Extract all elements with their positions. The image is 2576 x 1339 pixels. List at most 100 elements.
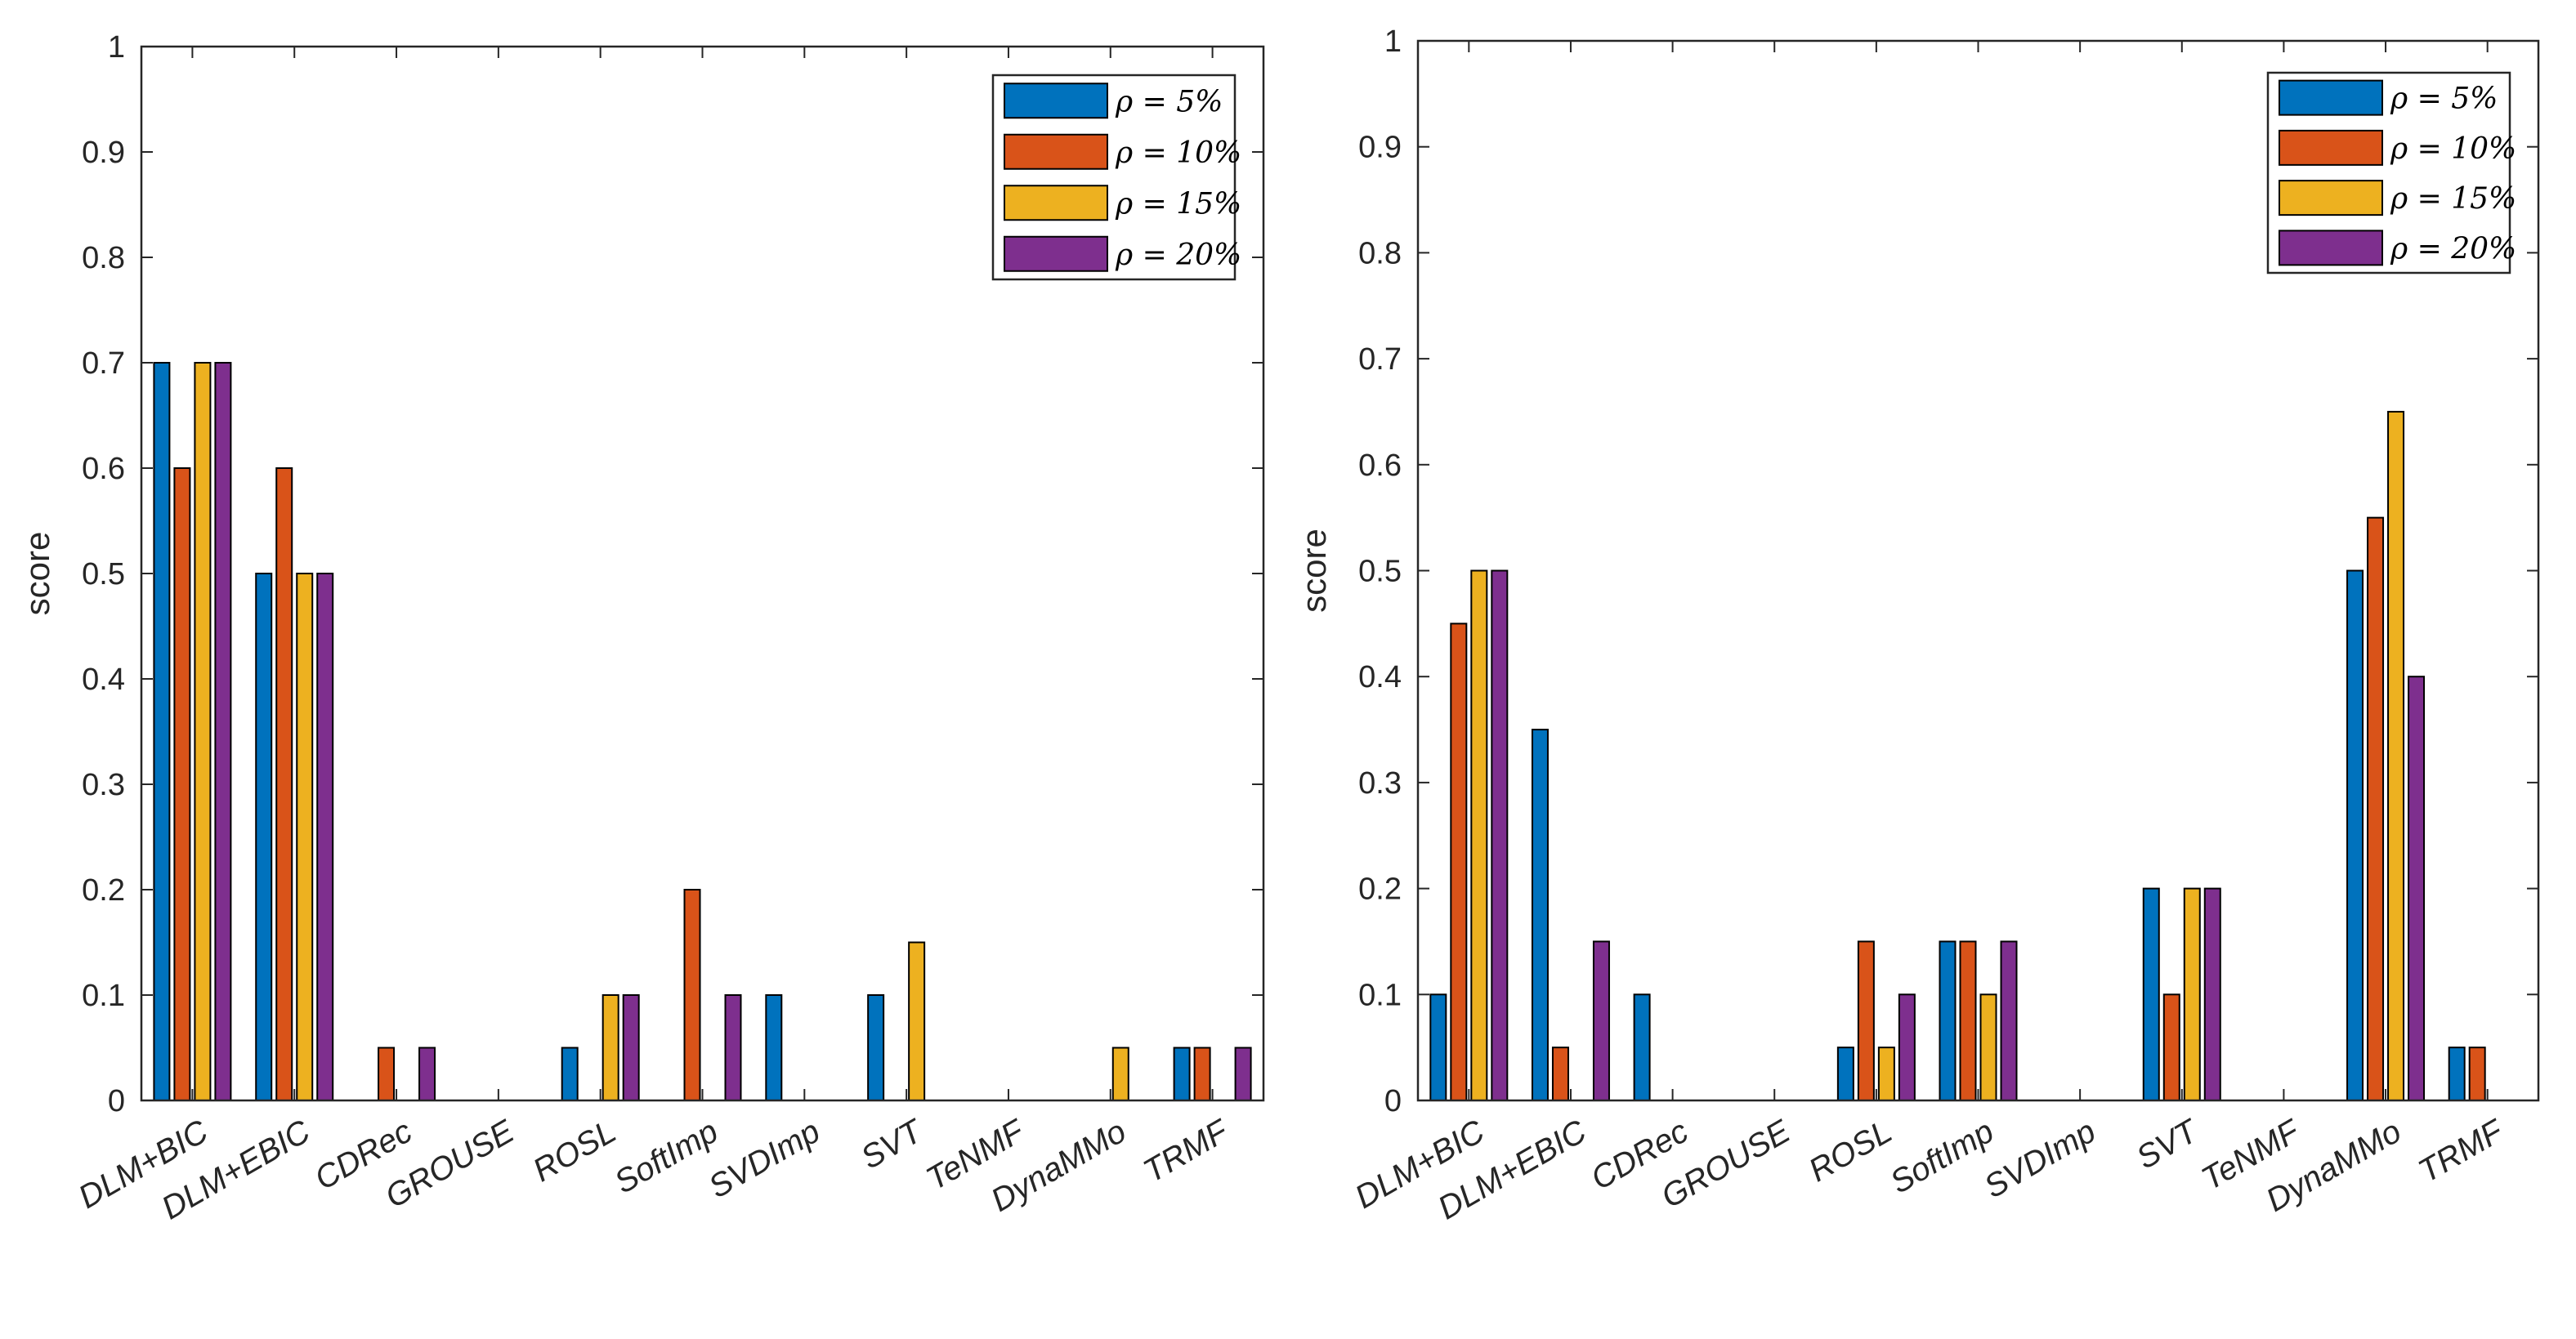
bar <box>316 573 334 1101</box>
y-tick-label: 0.1 <box>1358 978 1402 1012</box>
bar <box>2448 1047 2466 1102</box>
legend-label: ρ = 10% <box>1115 136 1241 170</box>
y-tick-label: 0.6 <box>1358 449 1402 483</box>
bar <box>1836 1047 1854 1102</box>
bar <box>2367 516 2385 1101</box>
y-tick-label: 0.7 <box>1358 342 1402 377</box>
legend-label: ρ = 5% <box>2390 83 2498 116</box>
bar <box>1450 623 1468 1101</box>
y-tick-label: 0.1 <box>82 979 125 1013</box>
legend-label: ρ = 20% <box>1115 239 1241 272</box>
legend-label: ρ = 5% <box>1115 85 1223 118</box>
bar <box>2468 1047 2486 1102</box>
bar <box>1959 940 1977 1101</box>
legend: ρ = 5% ρ = 10% ρ = 15% ρ = 20% <box>991 74 1241 281</box>
bar <box>724 994 742 1101</box>
bar <box>214 362 232 1101</box>
bar <box>1592 940 1610 1101</box>
y-tick-label: 0.6 <box>82 452 125 486</box>
bar <box>378 1047 396 1101</box>
x-category-label: TRMF <box>2413 1112 2511 1189</box>
bar <box>2387 410 2405 1101</box>
legend-swatch <box>2279 79 2383 116</box>
axes-frame <box>1416 39 2540 1102</box>
axes-frame <box>140 45 1265 1102</box>
bar <box>1551 1047 1569 1102</box>
x-category-label: SoftImp <box>1885 1114 2000 1201</box>
legend-swatch <box>1004 83 1108 119</box>
bar <box>1173 1047 1191 1101</box>
y-tick-label: 0.8 <box>82 241 125 275</box>
bar <box>1234 1047 1252 1101</box>
bar <box>1898 993 1916 1102</box>
bar <box>1857 940 1875 1101</box>
legend-swatch <box>1004 185 1108 221</box>
x-category-label: SoftImp <box>609 1114 724 1201</box>
bar <box>2142 887 2160 1101</box>
legend-label: ρ = 15% <box>1115 187 1241 221</box>
bar <box>194 362 212 1101</box>
y-tick-label: 0 <box>108 1084 125 1118</box>
right-bar-chart: 00.10.20.30.40.50.60.70.80.91scoreDLM+BI… <box>1295 25 2540 1226</box>
x-category-label: SVT <box>855 1112 930 1176</box>
legend-label: ρ = 15% <box>2390 182 2516 216</box>
bar <box>867 994 885 1101</box>
y-tick-label: 0.4 <box>82 663 125 697</box>
bar <box>1979 993 1997 1102</box>
bar <box>296 573 314 1101</box>
bar <box>2000 940 2018 1101</box>
legend-swatch <box>1004 133 1108 170</box>
bar <box>1491 569 1509 1101</box>
y-tick-label: 0.8 <box>1358 236 1402 270</box>
y-tick-label: 0.2 <box>82 873 125 908</box>
bar <box>622 994 640 1101</box>
x-category-label: TRMF <box>1138 1112 1236 1189</box>
y-tick-label: 0.3 <box>82 768 125 802</box>
y-tick-label: 0.3 <box>1358 766 1402 801</box>
x-category-label: ROSL <box>527 1114 622 1189</box>
y-tick-label: 0 <box>1384 1084 1402 1118</box>
bar <box>1939 940 1957 1101</box>
bar <box>2203 887 2221 1101</box>
legend-label: ρ = 20% <box>2390 232 2516 266</box>
bar <box>173 467 191 1101</box>
bar <box>765 994 783 1101</box>
y-tick-label: 1 <box>1384 25 1402 59</box>
bar <box>1111 1047 1129 1101</box>
y-tick-label: 0.2 <box>1358 873 1402 907</box>
bar <box>1429 993 1447 1102</box>
x-category-label: SVDImp <box>703 1114 826 1206</box>
y-tick-label: 0.5 <box>82 557 125 591</box>
bar <box>602 994 619 1101</box>
bar <box>153 362 171 1101</box>
legend-swatch <box>2279 230 2383 266</box>
bar <box>1877 1047 1895 1102</box>
x-category-label: ROSL <box>1803 1114 1898 1189</box>
bar <box>1531 729 1549 1101</box>
legend-swatch <box>2279 180 2383 216</box>
bar <box>1470 569 1488 1101</box>
bar <box>1193 1047 1211 1101</box>
bar <box>2183 887 2201 1101</box>
y-axis-title: score <box>1295 529 1333 613</box>
y-tick-label: 0.4 <box>1358 660 1402 694</box>
x-category-label: SVT <box>2131 1112 2206 1176</box>
legend: ρ = 5% ρ = 10% ρ = 15% ρ = 20% <box>2266 71 2516 274</box>
legend-swatch <box>1004 235 1108 272</box>
y-tick-label: 0.9 <box>82 136 125 170</box>
x-category-label: SVDImp <box>1979 1114 2102 1206</box>
y-tick-label: 0.9 <box>1358 131 1402 165</box>
y-axis-title: score <box>18 532 56 616</box>
y-tick-label: 0.5 <box>1358 555 1402 589</box>
bar <box>255 573 273 1101</box>
legend-swatch <box>2279 129 2383 166</box>
bar <box>908 941 926 1101</box>
left-bar-chart: 00.10.20.30.40.50.60.70.80.91scoreDLM+BI… <box>18 30 1265 1226</box>
bar <box>275 467 293 1101</box>
bar <box>2408 676 2426 1101</box>
y-tick-label: 1 <box>108 30 125 65</box>
bar <box>2346 569 2364 1101</box>
bar <box>1633 993 1651 1102</box>
bar <box>561 1047 579 1101</box>
